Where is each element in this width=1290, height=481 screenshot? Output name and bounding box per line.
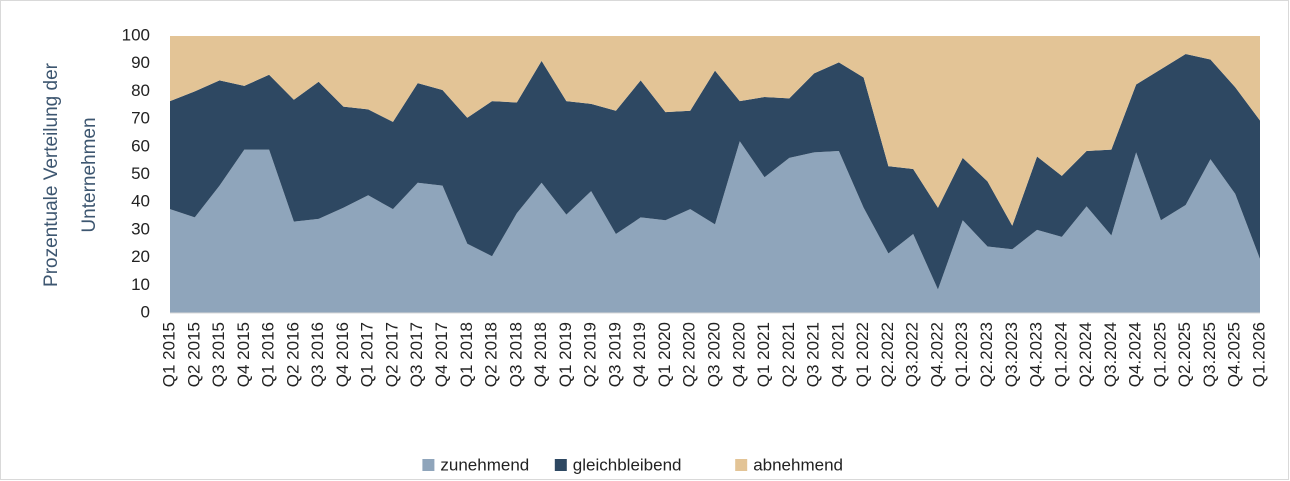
x-tick-label: Q2.2022 (878, 322, 897, 387)
legend-label: zunehmend (440, 455, 529, 474)
x-tick-label: Q3.2025 (1200, 322, 1219, 387)
x-tick-label: Q3 2016 (308, 322, 327, 387)
x-tick-label: Q4 2016 (333, 322, 352, 387)
x-tick-label: Q4 2020 (729, 322, 748, 387)
x-tick-label: Q3.2024 (1101, 322, 1120, 387)
x-tick-label: Q3 2020 (704, 322, 723, 387)
y-tick-label: 30 (131, 219, 150, 238)
legend-label: gleichbleibend (573, 455, 682, 474)
x-tick-label: Q4 2017 (432, 322, 451, 387)
x-tick-label: Q2.2023 (977, 322, 996, 387)
y-axis-label-line: Prozentuale Verteilung der (41, 62, 62, 287)
x-tick-label: Q4.2025 (1225, 322, 1244, 387)
area (170, 54, 1260, 290)
x-tick-label: Q3 2019 (605, 322, 624, 387)
x-tick-label: Q1.2024 (1051, 322, 1070, 387)
x-tick-label: Q4 2019 (630, 322, 649, 387)
area (170, 36, 1260, 226)
x-tick-label: Q2.2024 (1076, 322, 1095, 387)
area (170, 141, 1260, 313)
x-tick-label: Q3.2023 (1002, 322, 1021, 387)
x-tick-label: Q2 2016 (283, 322, 302, 387)
x-tick-label: Q1 2022 (853, 322, 872, 387)
legend-label: abnehmend (753, 455, 843, 474)
x-tick-label: Q2 2021 (779, 322, 798, 387)
y-tick-label: 70 (131, 109, 150, 128)
x-tick-label: Q1 2016 (259, 322, 278, 387)
y-tick-label: 90 (131, 53, 150, 72)
x-tick-label: Q4 2015 (234, 322, 253, 387)
y-axis-label-line: Unternehmen (79, 117, 100, 232)
x-tick-label: Q2 2015 (184, 322, 203, 387)
x-tick-label: Q1 2015 (159, 322, 178, 387)
y-axis-label: Prozentuale Verteilung der Unternehmen (41, 62, 100, 287)
x-tick-label: Q1 2021 (754, 322, 773, 387)
y-tick-label: 0 (141, 302, 150, 321)
x-tick-label: Q2.2025 (1175, 322, 1194, 387)
x-tick-label: Q1.2023 (952, 322, 971, 387)
legend-swatch (735, 459, 748, 471)
x-tick-label: Q2 2017 (382, 322, 401, 387)
x-tick-label: Q2 2020 (680, 322, 699, 387)
x-tick-label: Q1 2018 (457, 322, 476, 387)
y-tick-label: 20 (131, 247, 150, 266)
legend-swatch (422, 459, 435, 471)
x-tick-label: Q4.2023 (1027, 322, 1046, 387)
x-tick-label: Q3.2022 (903, 322, 922, 387)
x-tick-label: Q1.2026 (1249, 322, 1268, 387)
x-tick-label: Q4 2021 (828, 322, 847, 387)
x-tick-label: Q4 2018 (531, 322, 550, 387)
x-tick-label: Q2 2019 (581, 322, 600, 387)
legend-swatch (554, 459, 567, 471)
y-tick-label: 80 (131, 81, 150, 100)
x-tick-label: Q3 2018 (506, 322, 525, 387)
x-tick-label: Q1.2025 (1150, 322, 1169, 387)
y-tick-label: 10 (131, 275, 150, 294)
x-tick-label: Q4.2024 (1126, 322, 1145, 387)
x-tick-label: Q2 2018 (482, 322, 501, 387)
x-tick-label: Q3 2015 (209, 322, 228, 387)
x-tick-label: Q3 2017 (407, 322, 426, 387)
y-tick-label: 50 (131, 164, 150, 183)
x-tick-label: Q4.2022 (927, 322, 946, 387)
y-tick-label: 60 (131, 136, 150, 155)
x-tick-label: Q1 2020 (655, 322, 674, 387)
x-tick-label: Q3 2021 (804, 322, 823, 387)
y-tick-label: 40 (131, 192, 150, 211)
x-tick-label: Q1 2019 (556, 322, 575, 387)
y-tick-label: 100 (122, 25, 150, 44)
x-tick-label: Q1 2017 (358, 322, 377, 387)
